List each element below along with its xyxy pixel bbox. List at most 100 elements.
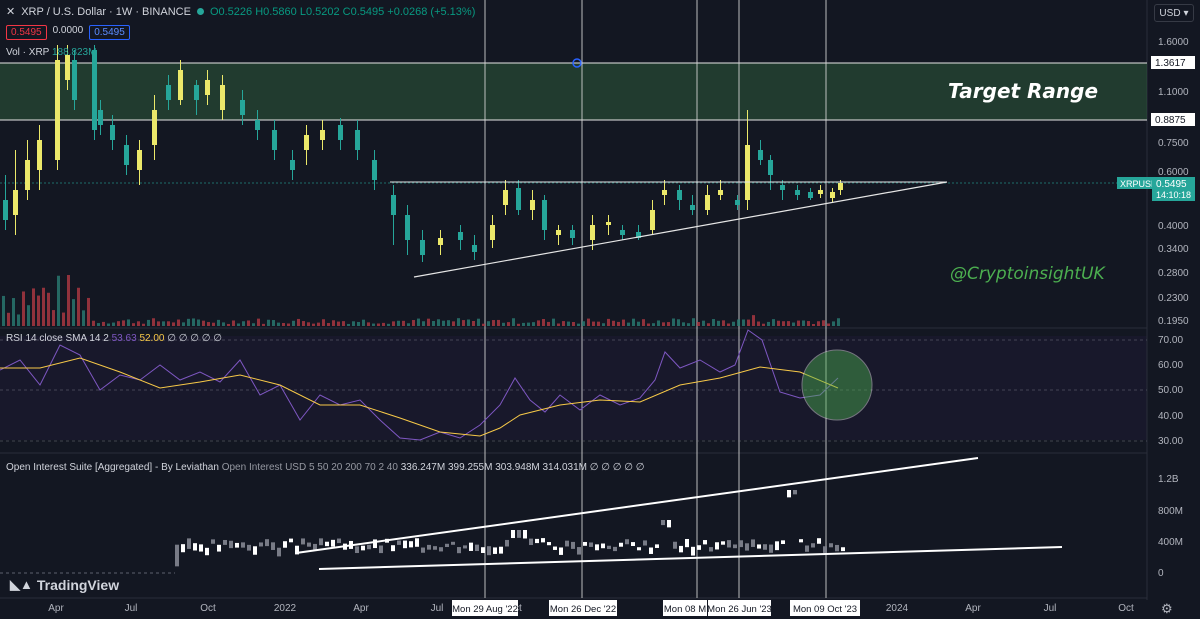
candle-body [304, 135, 309, 150]
volume-bar [402, 320, 405, 326]
candle-body [166, 85, 171, 100]
volume-legend[interactable]: Vol · XRP 188.823M [6, 47, 96, 58]
volume-bar [37, 295, 40, 326]
volume-bar [827, 323, 830, 326]
volume-bar [707, 323, 710, 326]
candle-body [780, 185, 785, 190]
volume-bar [537, 320, 540, 326]
price-axis-label: 0.2800 [1158, 268, 1189, 279]
oi-label: Open Interest Suite [Aggregated] - By Le… [6, 462, 219, 473]
volume-bar [137, 321, 140, 326]
oi-candle [679, 545, 683, 553]
time-axis-label: 2022 [274, 603, 297, 614]
volume-bar [457, 318, 460, 326]
volume-bar [152, 318, 155, 326]
volume-bar [572, 322, 575, 326]
rsi-highlight-circle [801, 349, 873, 421]
oi-candle [361, 545, 365, 551]
oi-candle [301, 538, 305, 545]
volume-bar [497, 319, 500, 326]
volume-bar [407, 323, 410, 326]
volume-bar [612, 320, 615, 326]
price-axis-label: 0.3400 [1158, 244, 1189, 255]
volume-bar [52, 310, 55, 326]
countdown-label: 14:10:18 [1156, 190, 1191, 200]
volume-bar [607, 318, 610, 326]
oi-candle [505, 539, 509, 547]
price-axis-label: 0.1950 [1158, 316, 1189, 327]
price-axis-label: 1.1000 [1158, 87, 1189, 98]
symbol-title[interactable]: XRP / U.S. Dollar · 1W · BINANCE [21, 5, 191, 18]
time-axis-label: Apr [965, 603, 981, 614]
volume-bar [782, 321, 785, 326]
price-axis-label: 0.2300 [1158, 293, 1189, 304]
candle-body [205, 80, 210, 95]
oi-candle [409, 541, 413, 548]
oi-candle [469, 542, 473, 551]
volume-bar [397, 320, 400, 326]
volume-bar [287, 323, 290, 326]
bid-ask-row: 0.5495 0.0000 0.5495 [6, 25, 130, 40]
candle-body [220, 85, 225, 110]
date-marker-tag [708, 600, 771, 616]
volume-label: Vol · XRP [6, 47, 50, 58]
candle-body [818, 190, 823, 194]
volume-bar [732, 321, 735, 326]
volume-bar [672, 318, 675, 326]
rsi-legend[interactable]: RSI 14 close SMA 14 2 53.63 52.00 ∅ ∅ ∅ … [6, 333, 222, 344]
volume-bar [12, 298, 15, 326]
volume-bar [347, 323, 350, 326]
volume-bar [232, 320, 235, 326]
volume-bar [822, 320, 825, 326]
oi-legend[interactable]: Open Interest Suite [Aggregated] - By Le… [6, 462, 644, 473]
price-axis-label: 0.4000 [1158, 221, 1189, 232]
volume-bar [542, 319, 545, 326]
volume-bar [417, 318, 420, 326]
oi-candle [355, 546, 359, 554]
candle-body [745, 145, 750, 200]
candle-body [808, 192, 813, 198]
volume-bar [667, 322, 670, 326]
volume-bar [722, 320, 725, 326]
oi-candle [235, 542, 239, 548]
volume-bar [32, 288, 35, 326]
candle-body [758, 150, 763, 160]
price-axis-label: 0.7500 [1158, 138, 1189, 149]
volume-bar [802, 320, 805, 326]
bid-button[interactable]: 0.5495 [6, 25, 47, 40]
volume-bar [692, 318, 695, 326]
volume-bar [62, 312, 65, 326]
oi-candle [475, 544, 479, 552]
volume-bar [752, 315, 755, 326]
volume-bar [637, 321, 640, 326]
last-symbol-label: XRPUSD [1120, 179, 1158, 189]
oi-candle [499, 546, 503, 554]
oi-candle [529, 538, 533, 546]
volume-bar [547, 321, 550, 326]
oi-params: Open Interest USD 5 50 20 200 70 2 40 [221, 462, 398, 473]
volume-bar [582, 321, 585, 326]
oi-candle [709, 547, 713, 552]
currency-select[interactable]: USD ▾ [1154, 4, 1194, 22]
time-axis-label: Jul [1044, 603, 1057, 614]
gear-icon[interactable]: ⚙ [1161, 601, 1173, 616]
volume-bar [17, 314, 20, 326]
volume-bar [47, 292, 50, 326]
volume-bar [112, 322, 115, 326]
volume-bar [757, 321, 760, 326]
volume-bar [832, 321, 835, 326]
volume-bar [332, 320, 335, 326]
volume-bar [642, 319, 645, 326]
tradingview-logo[interactable]: ◣▲ TradingView [10, 577, 119, 593]
close-icon[interactable]: ✕ [6, 6, 16, 18]
volume-bar [7, 312, 10, 326]
candle-body [124, 145, 129, 165]
volume-bar [72, 299, 75, 326]
rsi-axis-label: 30.00 [1158, 436, 1183, 447]
candle-body [320, 130, 325, 140]
oi-candle [805, 545, 809, 552]
ask-button[interactable]: 0.5495 [89, 25, 130, 40]
oi-candle [553, 546, 557, 550]
volume-bar [837, 318, 840, 326]
